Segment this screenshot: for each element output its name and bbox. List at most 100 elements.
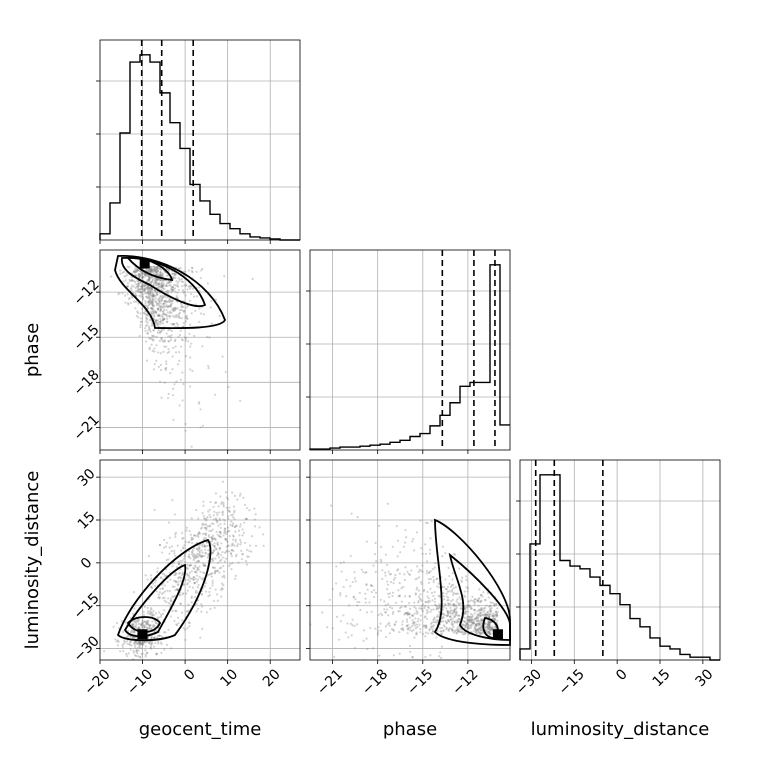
sample-point bbox=[166, 589, 169, 592]
sample-point bbox=[216, 533, 219, 536]
sample-point bbox=[208, 524, 211, 527]
sample-point bbox=[218, 567, 221, 570]
sample-point bbox=[170, 322, 173, 326]
sample-point bbox=[222, 503, 225, 506]
sample-point bbox=[167, 597, 170, 600]
sample-point bbox=[236, 542, 240, 546]
sample-point bbox=[172, 309, 175, 312]
sample-point bbox=[159, 295, 162, 298]
sample-point bbox=[155, 652, 158, 655]
sample-point bbox=[427, 606, 430, 610]
sample-point bbox=[188, 621, 191, 625]
sample-point bbox=[131, 296, 134, 299]
sample-point bbox=[156, 323, 159, 326]
sample-point bbox=[144, 655, 147, 658]
sample-point bbox=[424, 655, 427, 659]
sample-point bbox=[209, 515, 212, 519]
sample-point bbox=[154, 278, 157, 281]
sample-point bbox=[432, 620, 435, 624]
sample-point bbox=[190, 269, 194, 273]
sample-point bbox=[125, 653, 128, 656]
sample-point bbox=[143, 289, 147, 292]
sample-point bbox=[228, 564, 231, 568]
sample-point bbox=[409, 629, 412, 632]
sample-point bbox=[201, 267, 204, 271]
sample-point bbox=[152, 623, 155, 626]
sample-point bbox=[476, 619, 479, 622]
sample-point bbox=[190, 312, 193, 315]
sample-point bbox=[388, 573, 391, 576]
sample-point bbox=[466, 619, 470, 622]
sample-point bbox=[383, 600, 386, 603]
sample-point bbox=[464, 575, 468, 578]
sample-point bbox=[126, 265, 129, 268]
sample-point bbox=[171, 609, 174, 613]
sample-point bbox=[228, 510, 231, 513]
sample-point bbox=[234, 525, 237, 529]
sample-point bbox=[147, 619, 150, 622]
sample-point bbox=[175, 588, 179, 591]
sample-point bbox=[145, 652, 149, 655]
sample-point bbox=[154, 297, 157, 300]
sample-point bbox=[473, 618, 476, 621]
sample-point bbox=[453, 605, 456, 608]
sample-point bbox=[134, 271, 137, 274]
sample-point bbox=[405, 618, 409, 621]
sample-point bbox=[425, 612, 429, 615]
sample-point bbox=[407, 573, 410, 576]
sample-point bbox=[418, 576, 421, 579]
sample-point bbox=[203, 548, 207, 551]
sample-point bbox=[470, 623, 474, 627]
sample-point bbox=[211, 551, 214, 554]
sample-point bbox=[213, 571, 216, 574]
sample-point bbox=[475, 623, 478, 626]
sample-point bbox=[126, 639, 129, 643]
sample-point bbox=[170, 299, 173, 303]
sample-point bbox=[152, 298, 155, 301]
sample-point bbox=[471, 621, 475, 624]
sample-point bbox=[241, 534, 244, 537]
sample-point bbox=[165, 600, 168, 604]
sample-point bbox=[148, 295, 151, 298]
sample-point bbox=[190, 551, 194, 554]
sample-point bbox=[140, 623, 143, 626]
sample-point bbox=[340, 570, 343, 573]
sample-point bbox=[233, 544, 236, 547]
sample-point bbox=[172, 346, 175, 349]
sample-point bbox=[392, 628, 395, 631]
sample-point bbox=[146, 274, 150, 277]
sample-point bbox=[240, 549, 243, 552]
sample-point bbox=[177, 560, 180, 563]
sample-point bbox=[414, 593, 417, 596]
sample-point bbox=[181, 305, 184, 308]
sample-point bbox=[200, 555, 203, 559]
sample-point bbox=[181, 338, 184, 342]
sample-point bbox=[469, 612, 473, 615]
sample-point bbox=[448, 671, 450, 673]
sample-point bbox=[222, 583, 225, 587]
sample-point bbox=[495, 627, 498, 630]
sample-point bbox=[187, 541, 190, 544]
sample-point bbox=[248, 544, 252, 547]
sample-point bbox=[487, 619, 490, 622]
sample-point bbox=[480, 619, 483, 622]
sample-point bbox=[137, 286, 140, 289]
sample-point bbox=[212, 518, 215, 521]
sample-point bbox=[451, 624, 454, 627]
sample-point bbox=[184, 284, 188, 288]
sample-point bbox=[490, 607, 493, 610]
sample-point bbox=[495, 612, 498, 615]
sample-point bbox=[142, 643, 145, 646]
sample-point bbox=[147, 554, 151, 558]
sample-point bbox=[180, 532, 184, 535]
sample-point bbox=[436, 673, 438, 675]
sample-point bbox=[146, 317, 149, 320]
sample-point bbox=[430, 666, 432, 668]
sample-point bbox=[183, 552, 187, 556]
sample-point bbox=[187, 609, 190, 612]
sample-point bbox=[384, 574, 387, 577]
sample-point bbox=[379, 612, 382, 615]
sample-point bbox=[457, 617, 460, 620]
sample-point bbox=[175, 566, 179, 569]
sample-point bbox=[452, 611, 456, 614]
